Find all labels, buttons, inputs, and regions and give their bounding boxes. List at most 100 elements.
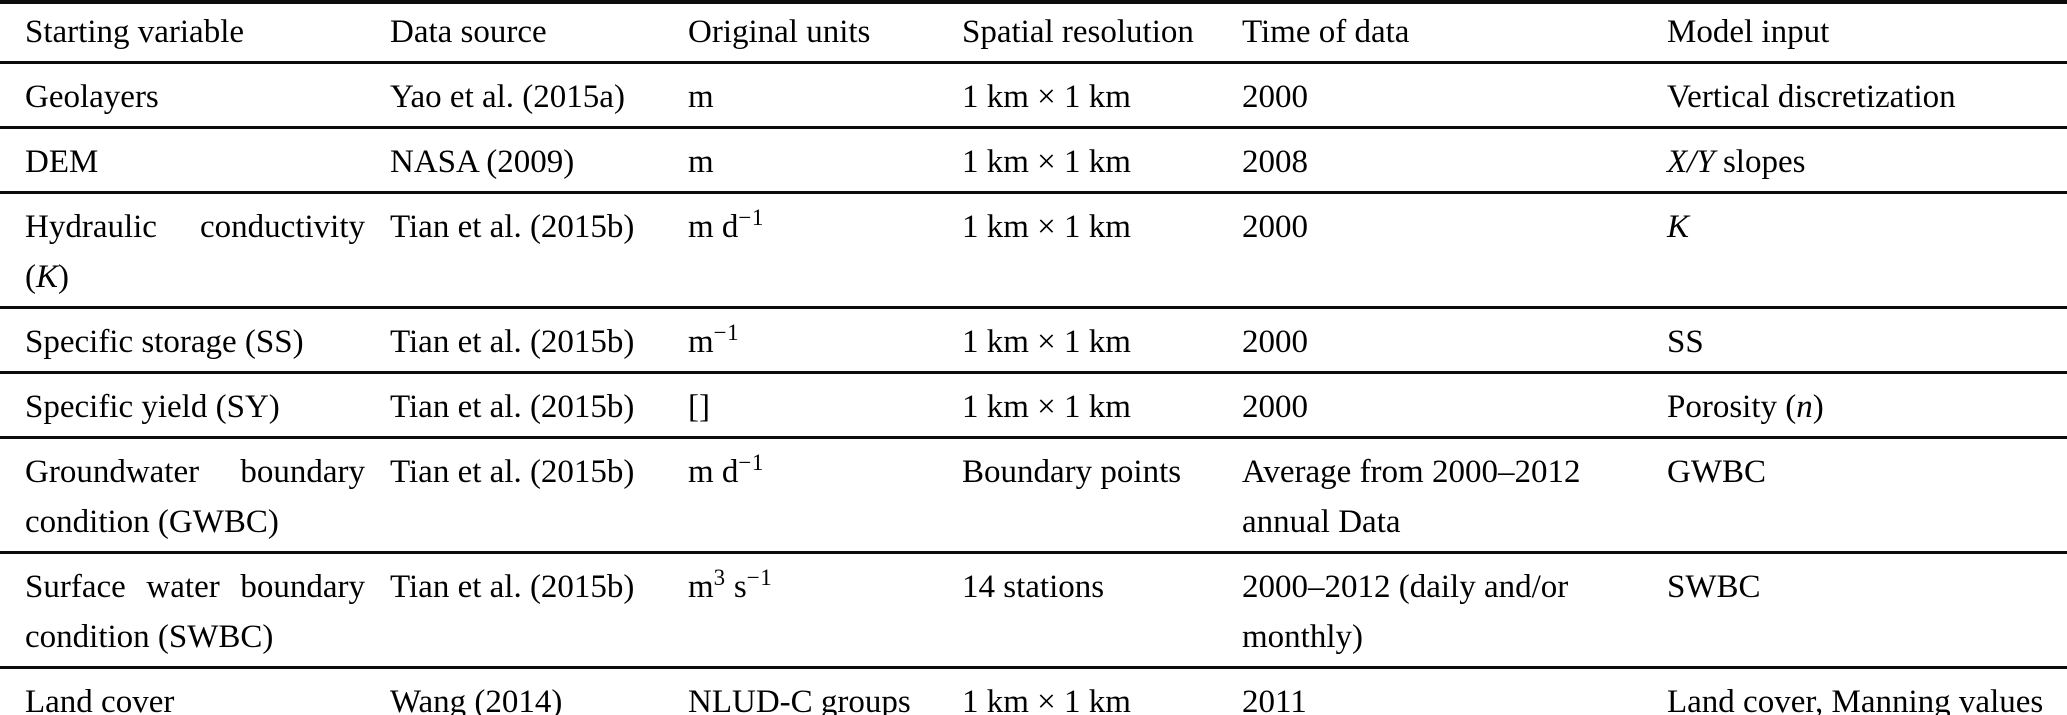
- table-row-groundwater-boundary-condition: Groundwater boundary condition (GWBC) Ti…: [0, 437, 2067, 552]
- input-text: SS: [1667, 323, 1704, 360]
- input-text: slopes: [1714, 143, 1806, 180]
- table-row-specific-yield: Specific yield (SY) Tian et al. (2015b) …: [0, 372, 2067, 437]
- variable-text: Land cover: [25, 683, 175, 715]
- variable-text: Specific storage (SS): [25, 323, 304, 360]
- variable-text-after: ): [58, 258, 70, 295]
- input-math-text: K: [1667, 208, 1690, 245]
- cell-spatial-resolution: 1 km × 1 km: [962, 388, 1131, 425]
- table-body: Geolayers Yao et al. (2015a) m 1 km × 1 …: [0, 62, 2067, 715]
- cell-model-input: SWBC: [1667, 552, 2067, 667]
- input-text: GWBC: [1667, 453, 1766, 490]
- cell-data-source: Tian et al. (2015b): [390, 453, 635, 490]
- variable-math-text: K: [36, 258, 59, 295]
- cell-starting-variable: DEM: [0, 127, 390, 192]
- units-text: NLUD-C groups: [688, 683, 911, 715]
- cell-starting-variable: Hydraulic conductivity (K): [0, 192, 390, 307]
- cell-starting-variable: Specific storage (SS): [0, 307, 390, 372]
- input-text: SWBC: [1667, 568, 1761, 605]
- cell-data-source: Yao et al. (2015a): [390, 78, 625, 115]
- column-header-data-source: Data source: [390, 14, 547, 51]
- cell-spatial-resolution: 1 km × 1 km: [962, 78, 1131, 115]
- cell-time-of-data: 2008: [1242, 143, 1308, 180]
- column-header-original-units: Original units: [688, 14, 871, 51]
- input-math-text: n: [1796, 388, 1813, 425]
- column-header-time-of-data: Time of data: [1242, 14, 1410, 51]
- cell-original-units: m3 s−1: [688, 552, 962, 667]
- cell-model-input: Porosity (n): [1667, 372, 2067, 437]
- cell-spatial-resolution: 1 km × 1 km: [962, 143, 1131, 180]
- units-superscript-2: −1: [746, 564, 773, 590]
- cell-starting-variable: Land cover: [0, 667, 390, 715]
- units-text: m: [688, 78, 714, 115]
- cell-time-of-data: Average from 2000–2012 annual Data: [1242, 453, 1581, 540]
- cell-data-source: Tian et al. (2015b): [390, 323, 635, 360]
- table-row-dem: DEM NASA (2009) m 1 km × 1 km 2008 X/Y s…: [0, 127, 2067, 192]
- cell-data-source: Tian et al. (2015b): [390, 568, 635, 605]
- cell-starting-variable: Surface water boundary condition (SWBC): [0, 552, 390, 667]
- cell-original-units: NLUD-C groups: [688, 667, 962, 715]
- units-superscript: −1: [713, 319, 740, 345]
- units-text: m: [688, 568, 714, 605]
- table-row-surface-water-boundary-condition: Surface water boundary condition (SWBC) …: [0, 552, 2067, 667]
- variable-text: Geolayers: [25, 78, 159, 115]
- table-row-specific-storage: Specific storage (SS) Tian et al. (2015b…: [0, 307, 2067, 372]
- cell-original-units: m: [688, 127, 962, 192]
- cell-time-of-data: 2000: [1242, 323, 1308, 360]
- cell-starting-variable: Groundwater boundary condition (GWBC): [0, 437, 390, 552]
- cell-model-input: K: [1667, 192, 2067, 307]
- cell-time-of-data: 2000–2012 (daily and/or monthly): [1242, 568, 1569, 655]
- cell-original-units: m−1: [688, 307, 962, 372]
- cell-data-source: Tian et al. (2015b): [390, 388, 635, 425]
- cell-original-units: []: [688, 372, 962, 437]
- units-text: []: [688, 388, 710, 425]
- units-text: m d: [688, 453, 739, 490]
- cell-model-input: X/Y slopes: [1667, 127, 2067, 192]
- variable-text: DEM: [25, 143, 99, 180]
- cell-spatial-resolution: 1 km × 1 km: [962, 683, 1131, 715]
- units-text: m d: [688, 208, 739, 245]
- cell-starting-variable: Geolayers: [0, 62, 390, 127]
- column-header-spatial-resolution: Spatial resolution: [962, 14, 1194, 51]
- input-text-after: ): [1812, 388, 1824, 425]
- cell-model-input: GWBC: [1667, 437, 2067, 552]
- variable-text: Surface water boundary condition (SWBC): [25, 568, 365, 655]
- table-row-land-cover: Land cover Wang (2014) NLUD-C groups 1 k…: [0, 667, 2067, 715]
- variable-text: Groundwater boundary condition (GWBC): [25, 453, 365, 540]
- input-math-text: X/Y: [1667, 143, 1715, 180]
- table-header: Starting variable Data source Original u…: [0, 2, 2067, 62]
- cell-spatial-resolution: 1 km × 1 km: [962, 208, 1131, 245]
- input-text: Porosity (: [1667, 388, 1797, 425]
- column-header-starting-variable: Starting variable: [25, 14, 245, 51]
- units-text: m: [688, 143, 714, 180]
- header-row: Starting variable Data source Original u…: [0, 2, 2067, 62]
- cell-starting-variable: Specific yield (SY): [0, 372, 390, 437]
- cell-time-of-data: 2011: [1242, 683, 1307, 715]
- units-text: m: [688, 323, 714, 360]
- input-text: Land cover, Manning values: [1667, 683, 2044, 715]
- cell-model-input: Vertical discretization: [1667, 62, 2067, 127]
- cell-data-source: Wang (2014): [390, 683, 563, 715]
- variable-text: Specific yield (SY): [25, 388, 280, 425]
- cell-model-input: SS: [1667, 307, 2067, 372]
- units-superscript: −1: [738, 204, 764, 230]
- cell-time-of-data: 2000: [1242, 388, 1308, 425]
- units-text-2: s: [725, 568, 747, 605]
- cell-time-of-data: 2000: [1242, 78, 1308, 115]
- column-header-model-input: Model input: [1667, 14, 1830, 51]
- table-row-hydraulic-conductivity: Hydraulic conductivity (K) Tian et al. (…: [0, 192, 2067, 307]
- cell-original-units: m: [688, 62, 962, 127]
- units-superscript: −1: [738, 449, 764, 475]
- cell-model-input: Land cover, Manning values: [1667, 667, 2067, 715]
- units-superscript: 3: [713, 564, 726, 590]
- cell-spatial-resolution: 14 stations: [962, 568, 1105, 605]
- cell-time-of-data: 2000: [1242, 208, 1308, 245]
- cell-data-source: NASA (2009): [390, 143, 575, 180]
- cell-original-units: m d−1: [688, 437, 962, 552]
- cell-original-units: m d−1: [688, 192, 962, 307]
- table-row-geolayers: Geolayers Yao et al. (2015a) m 1 km × 1 …: [0, 62, 2067, 127]
- input-text: Vertical discretization: [1667, 78, 1956, 115]
- cell-spatial-resolution: 1 km × 1 km: [962, 323, 1131, 360]
- variable-text: Hydraulic conductivity (: [25, 208, 365, 295]
